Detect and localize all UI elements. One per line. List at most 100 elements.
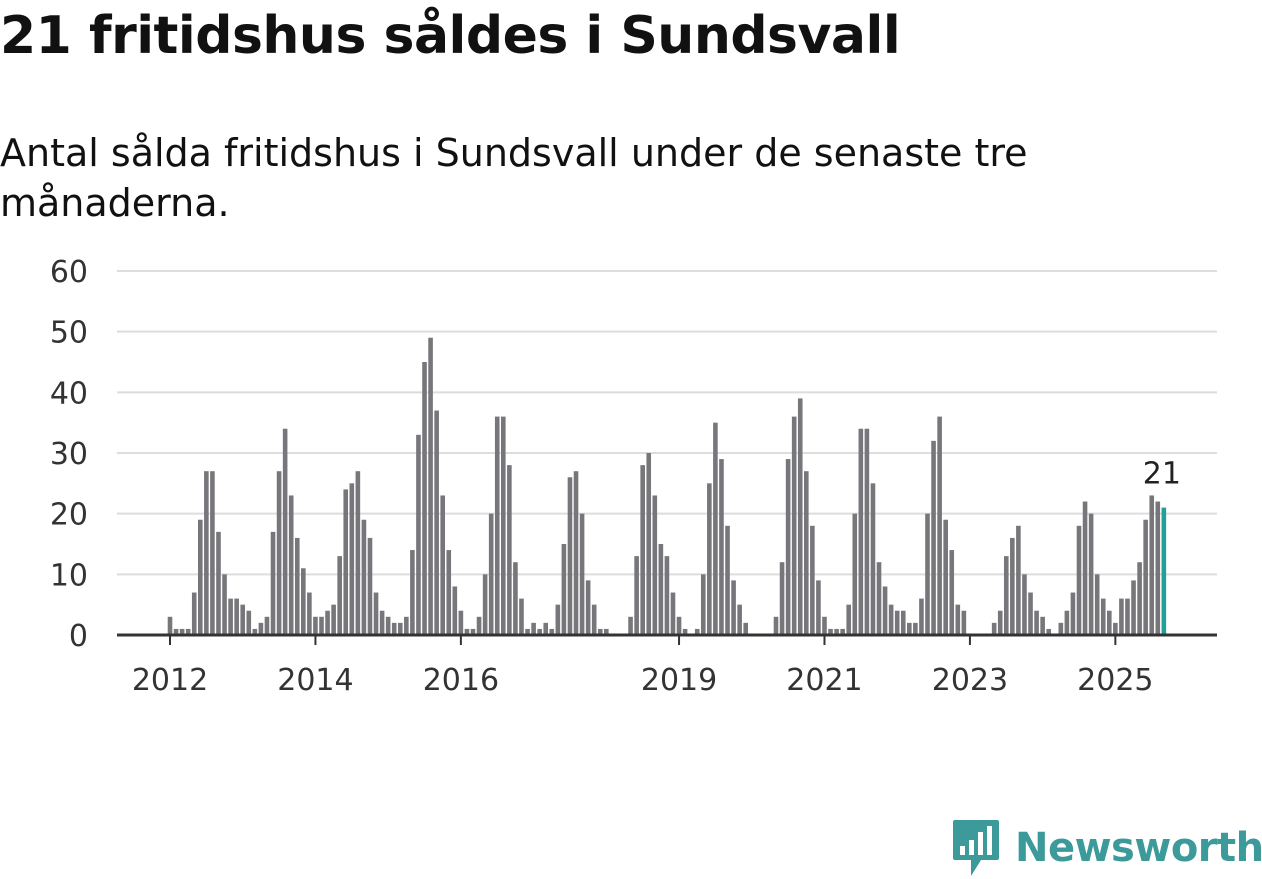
bar [949,550,955,635]
bar [1125,598,1130,635]
bar [307,592,312,635]
latest-value-label: 21 [1143,456,1181,491]
y-tick-label: 10 [50,558,88,593]
bar [1155,501,1161,635]
bar [482,574,488,635]
bar-series [167,337,1167,635]
x-tick-label: 2021 [786,663,862,698]
bar [597,628,603,635]
bar [816,580,821,635]
bar [937,416,942,635]
bar [349,483,355,635]
bar [585,580,591,635]
bar [567,477,573,635]
bar [870,483,876,635]
bar [204,471,209,635]
bar [1010,537,1015,635]
bar [361,519,367,635]
bar [991,622,997,635]
bar [458,610,464,635]
bar [513,562,518,635]
bar [664,556,670,635]
bar [385,616,391,635]
bar [179,628,185,635]
bar [779,562,785,635]
bar [797,398,803,635]
bar [628,616,633,635]
bar [270,531,276,635]
bar [700,574,706,635]
bar [894,610,900,635]
newsworthy-logo: Newsworthy [951,818,1262,878]
bar [276,471,282,635]
bar [1003,556,1009,635]
bar [573,471,579,635]
y-tick-label: 20 [50,498,88,533]
bar [319,616,324,635]
bar [198,519,203,635]
bar [246,610,252,635]
bar [301,568,306,635]
bar [773,616,779,635]
bar [264,616,270,635]
bar [743,622,748,635]
bar [422,362,427,635]
bar [1028,592,1033,635]
bar [191,592,197,635]
bar [446,550,452,635]
bar [519,598,524,635]
bar [640,465,645,635]
bar [282,428,288,635]
bar [294,537,300,635]
bar [440,495,445,635]
bar [185,628,191,635]
y-tick-label: 60 [50,255,88,290]
bar [397,622,403,635]
bar [531,622,536,635]
bar [428,337,433,635]
bar [331,604,336,635]
bar [731,580,736,635]
bar [876,562,882,635]
bar [501,416,506,635]
bar [828,628,833,635]
bar [210,471,215,635]
bar [658,544,664,635]
bar [1094,574,1100,635]
bar [464,628,470,635]
bar [434,410,439,635]
bar [252,628,258,635]
bar [1022,574,1027,635]
bar [325,610,330,635]
y-axis-ticks: 0 10 20 30 40 50 60 [50,255,88,654]
bar [1046,628,1051,635]
bar [676,616,682,635]
bar [537,628,542,635]
y-tick-label: 40 [50,376,88,411]
x-tick-label: 2019 [641,663,717,698]
highlight-bar [1161,507,1167,635]
bar [173,628,179,635]
bar [543,622,549,635]
bar [682,628,688,635]
x-axis-ticks: 2012 2014 2016 2019 2021 2023 2025 [132,635,1154,698]
bar [919,598,924,635]
bar [713,422,718,635]
x-tick-label: 2012 [132,663,208,698]
bar [888,604,894,635]
bar [488,513,494,635]
bar [222,574,227,635]
bar [1016,525,1021,635]
brand-name: Newsworthy [1015,825,1262,871]
bar [670,592,676,635]
bar [1137,562,1142,635]
bar [1113,622,1118,635]
bar [167,616,173,635]
bar [1131,580,1136,635]
bar [1064,610,1070,635]
bar [1082,501,1088,635]
bar [367,537,373,635]
newsworthy-logo-icon [953,820,999,876]
bar [234,598,239,635]
bar [997,610,1003,635]
